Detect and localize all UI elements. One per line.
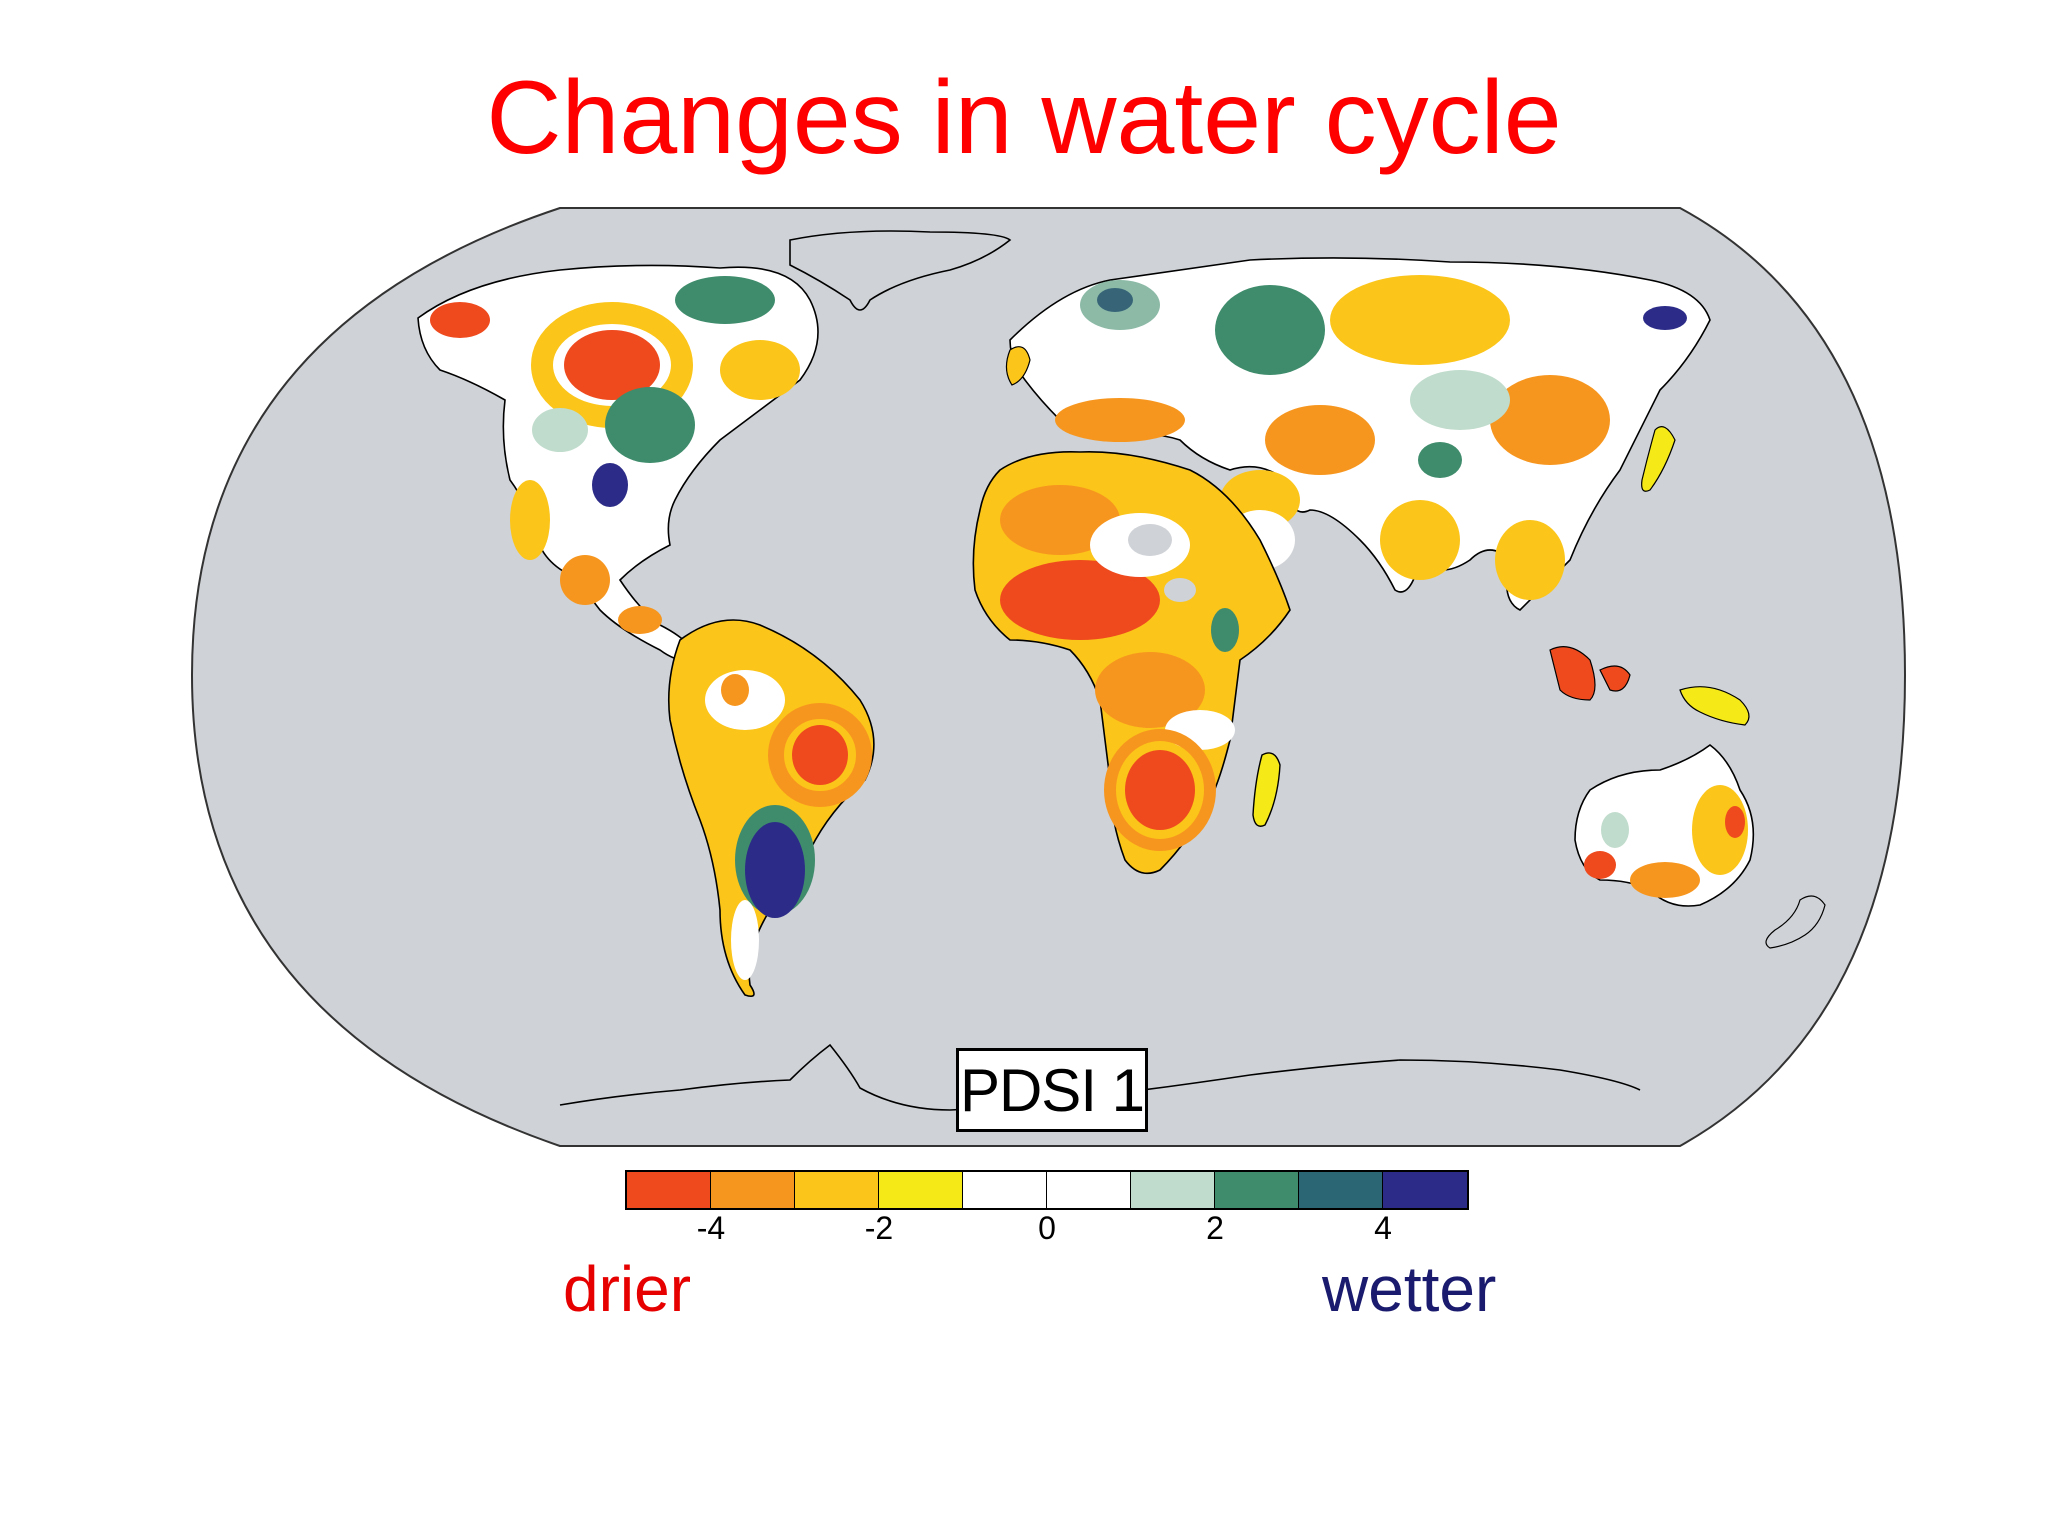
dry-zone-amazon [721,674,749,706]
land-layer [417,230,1826,1111]
wet-zone-tibet [1418,442,1462,478]
light-wet-zone-plains [532,408,588,452]
wet-zone-russia [1215,285,1325,375]
dry-zone-east-canada [720,340,800,400]
wet-zone-labrador [675,276,775,324]
very-dry-zone-east-australia [1725,806,1745,838]
colorbar-tick-label: -4 [696,1210,726,1246]
drier-label: drier [563,1253,692,1325]
madagascar [1252,752,1281,827]
north-america-landmass [417,264,819,663]
colorbar-cell [963,1172,1047,1208]
dry-zone-central-asia [1265,405,1375,475]
moderate-zone-central-america [618,606,662,634]
colorbar-cell [711,1172,795,1208]
very-dry-zone-southern-africa [1125,750,1195,830]
wetter-label: wetter [1322,1253,1497,1325]
new-guinea [1679,686,1750,726]
colorbar-cell [1131,1172,1215,1208]
dry-zone-brazil-rim [768,703,872,807]
light-wet-zone-mongolia [1410,370,1510,430]
colorbar-tick-label: -2 [864,1210,894,1246]
dry-zone-se-asia [1495,520,1565,600]
wet-zone-scandinavia [1080,280,1160,330]
very-wet-zone-pampas [745,822,805,918]
map-title: Changes in water cycle [486,60,1562,176]
dry-zone-siberia [1330,275,1510,365]
grey-zone-sahara-a [1128,524,1172,556]
indonesia-islands [1549,646,1631,701]
dry-zone-brazil [792,725,848,785]
dry-zone-congo [1095,652,1205,728]
very-dry-zone-sahel [1000,560,1160,640]
dry-zone-south-australia [1630,862,1700,898]
dry-zone-canada [564,330,660,400]
greenland-landmass [789,230,1012,311]
dry-zone-west-coast [510,480,550,560]
colorbar-cell [795,1172,879,1208]
british-isles [1005,346,1031,386]
wet-zone-east-africa [1211,608,1239,652]
colorbar-tick-label: 2 [1206,1210,1224,1246]
dry-zone-alaska [430,302,490,338]
wet-zone-great-lakes [605,387,695,463]
colorbar-cell [1047,1172,1131,1208]
japan [1641,426,1676,492]
dry-zone-mexico [560,555,610,605]
colorbar-cell [1383,1172,1467,1208]
dry-zone-india [1380,500,1460,580]
very-wet-zone-far-east [1643,306,1687,330]
neutral-zone-east-africa [1165,710,1235,750]
very-wet-zone-midwest [592,463,628,507]
neutral-zone-patagonia [731,900,759,980]
colorbar-cell [1215,1172,1299,1208]
colorbar-cell [627,1172,711,1208]
dry-zone-west-australia [1584,851,1616,879]
dry-zone-sahara [1000,485,1120,555]
dry-zone-east-asia [1490,375,1610,465]
dry-zone-southern-africa-rim [1104,729,1216,851]
colorbar-cell [1299,1172,1383,1208]
colorbar-tick-label: 0 [1038,1210,1056,1246]
colorbar-tick-label: 4 [1374,1210,1392,1246]
dry-zone-mediterranean [1055,398,1185,442]
new-zealand [1765,895,1826,949]
colorbar-cell [879,1172,963,1208]
grey-zone-sahara-b [1164,578,1196,602]
index-label-box: PDSI 1 [956,1048,1148,1132]
light-wet-zone-west-australia [1601,812,1629,848]
colorbar [625,1170,1469,1210]
